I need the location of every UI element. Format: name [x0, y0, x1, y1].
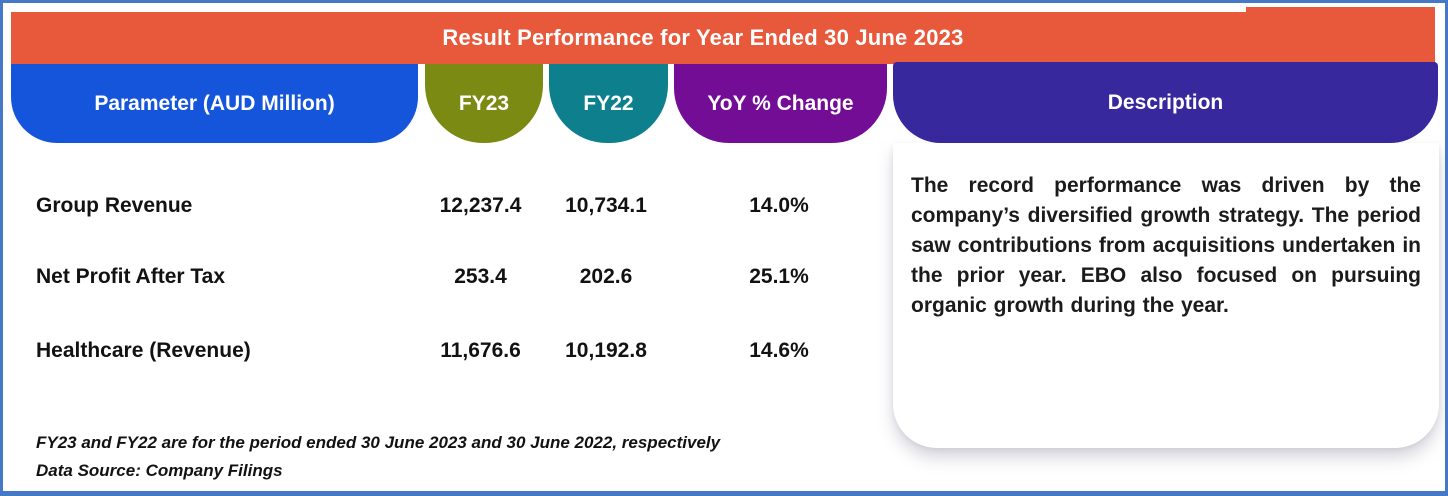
column-header-description-label: Description [1107, 90, 1224, 114]
banner-step-decoration [1246, 7, 1435, 14]
row-label: Net Profit After Tax [36, 265, 226, 288]
column-header-yoy-change-label: YoY % Change [707, 91, 854, 115]
title-banner: Result Performance for Year Ended 30 Jun… [11, 12, 1435, 64]
yoy-value: 25.1% [749, 265, 809, 288]
column-header-fy23: FY23 [425, 64, 543, 143]
fy22-value: 10,192.8 [565, 339, 647, 362]
footnote-data-source: Data Source: Company Filings [36, 461, 283, 480]
fy23-value: 11,676.6 [440, 339, 521, 362]
table-row-net-profit: Net Profit After Tax 253.4 202.6 25.1% [3, 255, 893, 299]
yoy-value: 14.6% [749, 339, 809, 362]
row-label: Healthcare (Revenue) [36, 339, 251, 362]
description-card: The record performance was driven by the… [893, 143, 1439, 448]
column-header-parameter: Parameter (AUD Million) [11, 64, 418, 143]
fy23-value: 253.4 [454, 265, 507, 288]
column-header-fy23-label: FY23 [458, 91, 510, 115]
column-header-description: Description [893, 62, 1438, 143]
column-header-parameter-label: Parameter (AUD Million) [94, 91, 335, 115]
table-row-group-revenue: Group Revenue 12,237.4 10,734.1 14.0% [3, 184, 893, 228]
page-title: Result Performance for Year Ended 30 Jun… [442, 25, 964, 50]
fy22-value: 10,734.1 [565, 194, 647, 217]
fy23-value: 12,237.4 [439, 194, 522, 217]
column-header-fy22: FY22 [549, 64, 668, 143]
yoy-value: 14.0% [749, 194, 809, 217]
table-row-healthcare-revenue: Healthcare (Revenue) 11,676.6 10,192.8 1… [3, 329, 893, 373]
row-label: Group Revenue [36, 194, 193, 217]
fy22-value: 202.6 [579, 265, 633, 288]
footnote-period: FY23 and FY22 are for the period ended 3… [36, 433, 721, 452]
column-header-yoy-change: YoY % Change [674, 64, 887, 143]
column-header-fy22-label: FY22 [583, 91, 634, 115]
description-text: The record performance was driven by the… [911, 174, 1421, 317]
